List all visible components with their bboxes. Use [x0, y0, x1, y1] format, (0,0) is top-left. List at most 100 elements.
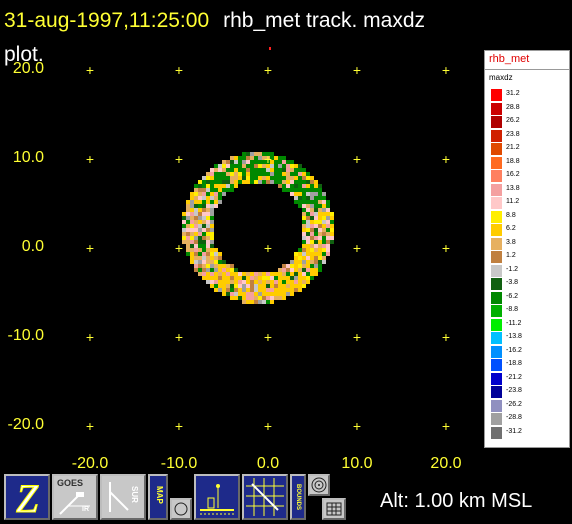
legend-swatch [491, 237, 502, 250]
altitude-readout: Alt: 1.00 km MSL [380, 490, 533, 512]
legend-swatch [491, 345, 502, 358]
legend-level-label: 11.2 [506, 198, 520, 205]
legend-swatch [491, 305, 502, 317]
circle-tool-button[interactable] [170, 498, 192, 520]
legend-level-label: 3.8 [506, 238, 516, 246]
legend-level-label: 18.8 [506, 157, 520, 165]
legend-level-label: -26.2 [506, 400, 522, 408]
x-tick-label: 20.0 [430, 455, 462, 472]
grid-marker: + [264, 62, 272, 78]
map-tool-button[interactable]: MAP [148, 474, 168, 520]
sur-tool-button[interactable]: SUR [100, 474, 146, 520]
legend-swatch [491, 210, 502, 223]
grid-marker: + [264, 329, 272, 345]
x-tick-label: -20.0 [71, 455, 109, 472]
legend-swatch [491, 359, 502, 371]
goes-ir-tool-button[interactable]: GOES IR [52, 474, 98, 520]
plot-title-line2: plot. [4, 43, 44, 66]
legend-swatch [491, 129, 502, 142]
legend-swatch [491, 156, 502, 169]
grid-marker: + [353, 62, 361, 78]
legend-swatch [491, 251, 502, 263]
legend-swatch [491, 102, 502, 115]
platform-tool-button[interactable] [194, 474, 240, 520]
legend-level-label: -18.8 [506, 360, 522, 367]
y-tick-label: 0.0 [21, 238, 44, 255]
grid-marker: + [86, 240, 94, 256]
grid-marker: + [264, 418, 272, 434]
bounds-tool-button[interactable]: BOUNDS [290, 474, 306, 520]
radar-ring [182, 152, 334, 304]
legend-swatch [491, 318, 502, 331]
legend-swatch [491, 278, 502, 290]
circle-icon [174, 502, 188, 516]
table-icon [326, 502, 342, 516]
y-tick-label: 10.0 [12, 149, 44, 166]
legend-swatch [491, 372, 502, 385]
grid-marker: + [442, 62, 450, 78]
ship-marker [269, 47, 271, 50]
legend-level-label: 1.2 [506, 252, 516, 259]
legend-swatch [491, 197, 502, 209]
grid-markers: + + + + + + + + + + + + + + + + + + + + + + + + + [86, 62, 450, 434]
legend-level-label: -16.2 [506, 346, 522, 354]
grid-marker: + [175, 329, 183, 345]
legend-level-label: -11.2 [506, 319, 522, 327]
table-tool-button[interactable] [322, 498, 346, 520]
legend-swatch [491, 291, 502, 304]
plot-datetime: 31-aug-1997,11:25:00 [4, 9, 210, 32]
legend-level-label: 6.2 [506, 225, 516, 232]
grid-marker: + [264, 151, 272, 167]
legend-swatch [491, 413, 502, 425]
legend-swatch [491, 116, 502, 128]
rings-tool-button[interactable] [308, 474, 330, 496]
legend-swatch [491, 183, 502, 196]
legend-swatch [491, 170, 502, 182]
legend-swatch [491, 89, 502, 101]
legend-swatch [491, 143, 502, 155]
legend-swatch [491, 224, 502, 236]
legend-swatch [491, 426, 502, 439]
color-legend: rhb_met maxdz 31.2 28.8 26.2 23.8 21.2 18.8 16… [484, 50, 570, 448]
legend-level-label: -21.2 [506, 373, 522, 381]
platform-icon [200, 484, 234, 515]
legend-field: maxdz [489, 73, 513, 82]
legend-swatch [491, 264, 502, 277]
legend-level-label: 13.8 [506, 184, 520, 192]
grid-marker: + [442, 151, 450, 167]
grid-marker: + [442, 418, 450, 434]
x-tick-label: -10.0 [160, 455, 198, 472]
grid-marker: + [175, 418, 183, 434]
zoom-z-icon: Z [15, 476, 39, 518]
grid-marker: + [86, 62, 94, 78]
grid-marker: + [175, 240, 183, 256]
legend-title: rhb_met [489, 53, 530, 65]
legend-divider [485, 69, 569, 70]
grid-tool-button[interactable] [242, 474, 288, 520]
legend-level-label: -31.2 [506, 427, 522, 435]
legend-level-label: 28.8 [506, 103, 520, 111]
legend-level-label: 8.8 [506, 211, 516, 219]
x-tick-label: 10.0 [341, 455, 373, 472]
legend-level-label: -6.2 [506, 292, 519, 300]
svg-text:Z: Z [16, 476, 39, 518]
zoom-tool-button[interactable]: Z [4, 474, 50, 520]
y-tick-label: -10.0 [7, 327, 44, 344]
legend-level-label: -3.8 [506, 279, 519, 286]
grid-marker: + [353, 151, 361, 167]
grid-marker: + [442, 240, 450, 256]
range-rings-icon [311, 477, 327, 493]
legend-level-label: 26.2 [506, 117, 520, 124]
y-tick-label: 20.0 [12, 60, 44, 77]
grid-icon [246, 478, 284, 516]
y-tick-label: -20.0 [7, 416, 44, 433]
legend-swatch [491, 399, 502, 412]
grid-marker: + [353, 240, 361, 256]
x-tick-label: 0.0 [256, 455, 280, 472]
legend-level-label: 31.2 [506, 90, 520, 97]
legend-swatch [491, 386, 502, 398]
legend-level-label: -23.8 [506, 387, 522, 394]
legend-level-label: 21.2 [506, 144, 520, 151]
legend-level-label: -28.8 [506, 414, 522, 421]
